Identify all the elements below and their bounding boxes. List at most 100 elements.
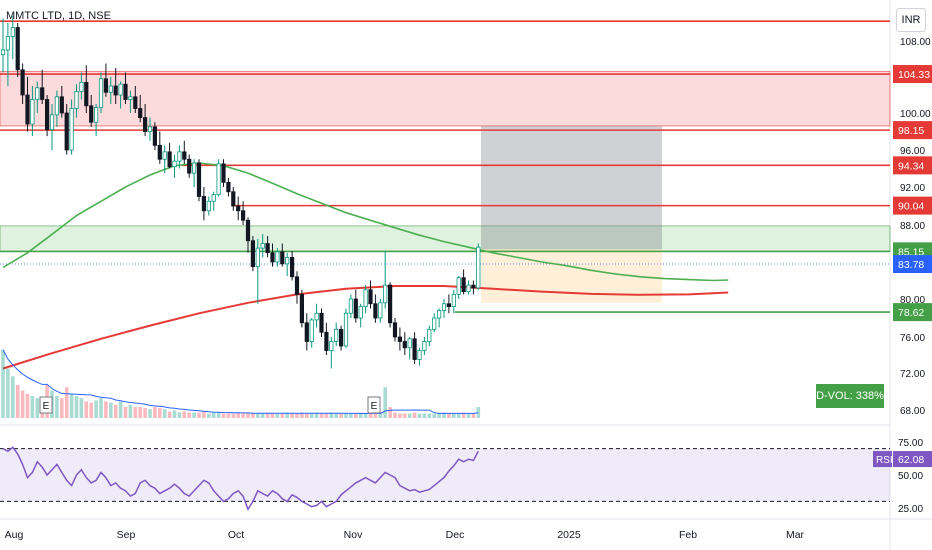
candle-body [69, 108, 74, 151]
volume-bar [461, 412, 466, 418]
volume-bar [314, 412, 319, 418]
rsi-tick: 75.00 [898, 438, 923, 449]
volume-bar [138, 407, 142, 418]
candle-body [142, 117, 148, 132]
volume-bar [153, 407, 157, 418]
candle-body [289, 256, 295, 278]
candle-body [157, 144, 162, 160]
volume-bar [30, 396, 35, 418]
candle-body [20, 69, 25, 96]
candle-body [363, 289, 368, 308]
candle-body [216, 163, 221, 196]
symbol-title[interactable]: MMTC LTD, 1D, NSE [6, 10, 111, 22]
candle-body [236, 205, 241, 212]
candle-body [196, 162, 202, 197]
volume-bar [471, 413, 476, 418]
price-badge-resistance [893, 196, 932, 215]
candle-body [334, 328, 339, 342]
candle-body [461, 277, 466, 293]
candle-body [378, 302, 383, 319]
volume-bar [324, 413, 329, 418]
volume-bar [207, 413, 211, 418]
price-badge-value: 98.15 [898, 125, 924, 137]
volume-bar [133, 407, 138, 418]
candle-body [240, 210, 246, 221]
volume-bar [148, 409, 152, 418]
earnings-marker: E [43, 401, 50, 412]
position-target-box [481, 125, 662, 250]
candle-body [201, 196, 206, 212]
volume-bar [368, 412, 373, 418]
candle-body [265, 243, 270, 254]
price-badge-value: 104.33 [898, 69, 930, 81]
rsi-tick: 50.00 [898, 471, 923, 482]
candle-body [103, 78, 108, 93]
volume-bar [172, 410, 177, 418]
time-label: Mar [786, 529, 805, 541]
volume-bar [256, 413, 260, 418]
candle-body [152, 126, 157, 146]
candle-body [309, 319, 314, 342]
volume-bar [309, 413, 314, 418]
candle-body [231, 191, 236, 207]
volume-bar [398, 413, 402, 418]
candle-body [35, 87, 40, 100]
candle-body [466, 284, 471, 292]
price-tick: 100.00 [900, 109, 931, 120]
candle-body [94, 107, 99, 123]
candle-body [329, 341, 334, 351]
volume-bar [79, 398, 84, 418]
volume-bar [275, 413, 280, 418]
candle-body [49, 114, 55, 131]
candle-body [304, 322, 309, 342]
candle-body [285, 256, 290, 265]
candle-body [89, 105, 94, 123]
candle-body [172, 160, 177, 168]
volume-bar [35, 398, 40, 418]
candle-body [397, 336, 403, 342]
candle-body [422, 341, 427, 351]
volume-bar [456, 413, 461, 418]
price-tick: 80.00 [900, 295, 925, 306]
candle-body [353, 298, 358, 319]
volume-bar [265, 412, 270, 418]
volume-bar [64, 387, 69, 418]
volume-bar [280, 413, 285, 418]
time-label: Nov [344, 529, 363, 541]
volume-ma-line [2, 349, 479, 415]
candle-body [98, 78, 104, 109]
candle-body [59, 96, 64, 114]
candle-body [270, 252, 275, 263]
candle-body [211, 194, 216, 202]
candle-body [0, 49, 6, 55]
price-tick: 96.00 [900, 146, 925, 157]
volume-bar [319, 413, 324, 418]
candle-body [133, 96, 138, 109]
candle-body [187, 158, 192, 174]
candle-body [250, 240, 255, 268]
volume-bar [74, 396, 79, 418]
rsi-tick: 25.00 [898, 504, 923, 515]
candle-body [64, 112, 69, 151]
volume-bar [407, 413, 412, 418]
time-label: Oct [228, 529, 244, 541]
volume-bar [442, 412, 446, 418]
candle-body [436, 309, 442, 319]
currency-button[interactable]: INR [896, 8, 926, 32]
volume-bar [383, 387, 387, 418]
candle-body [427, 328, 432, 342]
candle-body [123, 83, 128, 100]
volume-bar [11, 376, 15, 418]
candle-body [294, 276, 300, 295]
candle-body [5, 36, 10, 51]
volume-bar [427, 413, 432, 418]
volume-bar [143, 408, 147, 418]
volume-bar [354, 413, 358, 418]
candle-body [79, 82, 84, 92]
candle-body [177, 151, 182, 162]
volume-bar [226, 413, 231, 418]
volume-bar [251, 413, 255, 418]
time-label: Sep [117, 529, 136, 541]
